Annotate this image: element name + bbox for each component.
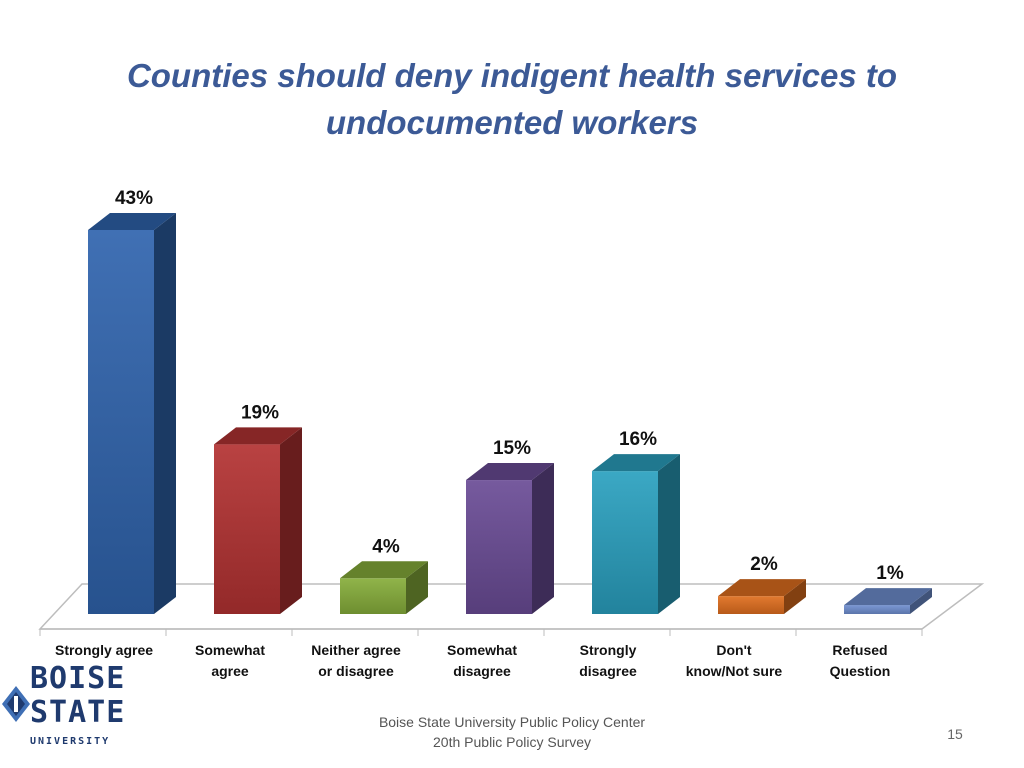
bar-side <box>784 579 806 614</box>
bar-front <box>88 230 154 614</box>
category-label: Somewhat disagree <box>446 642 517 679</box>
data-label: 4% <box>372 536 400 557</box>
category-label: Strongly agree <box>54 642 154 658</box>
data-label: 19% <box>241 402 279 423</box>
footer-line-2: 20th Public Policy Survey <box>433 734 591 750</box>
bar-front <box>844 605 910 614</box>
bar-side <box>532 463 554 614</box>
category-label: Don't know/Not sure <box>685 642 783 679</box>
bar <box>466 463 554 614</box>
category-label: Neither agree or disagree <box>311 642 401 679</box>
bar <box>592 454 680 614</box>
logo-word-boise: BOISE <box>30 661 126 696</box>
title-line-2: undocumented workers <box>325 104 699 141</box>
bar <box>340 561 428 614</box>
bar-side <box>658 454 680 614</box>
bar-top <box>844 588 932 606</box>
bar <box>718 579 806 614</box>
bar-front <box>214 444 280 614</box>
slide-number: 15 <box>947 726 963 742</box>
category-label: Strongly disagree <box>579 642 637 679</box>
data-label: 43% <box>115 188 153 209</box>
bar-front <box>718 596 784 614</box>
bar-front <box>340 578 406 614</box>
boise-state-logo: BOISE STATE UNIVERSITY <box>0 662 124 754</box>
footer-line-1: Boise State University Public Policy Cen… <box>378 714 646 730</box>
logo-word-university: UNIVERSITY <box>30 736 111 747</box>
category-label: Somewhat agree <box>194 642 265 679</box>
category-label: Refused Question <box>829 642 891 679</box>
footer: Boise State University Public Policy Cen… <box>312 712 712 752</box>
bar <box>844 588 932 614</box>
bar-side <box>280 427 302 614</box>
data-label: 16% <box>619 429 657 450</box>
data-label: 15% <box>493 438 531 459</box>
bar-front <box>592 471 658 614</box>
bar-top <box>88 213 176 230</box>
bronco-mark-icon <box>2 686 30 722</box>
bar-side <box>910 588 932 614</box>
bar <box>214 427 302 614</box>
bar-top <box>592 454 680 472</box>
data-label: 2% <box>750 554 778 575</box>
data-label: 1% <box>876 563 904 584</box>
logo-word-state: STATE <box>30 695 126 730</box>
title-line-1: Counties should deny indigent health ser… <box>126 57 898 94</box>
bar <box>88 213 176 614</box>
bar-top <box>466 463 554 481</box>
bar-top <box>214 427 302 445</box>
bar-chart: 43% 19% 4% 15% 16% 2% 1% <box>38 188 985 636</box>
bar-top <box>718 579 806 597</box>
bar-side <box>154 213 176 614</box>
bar-top <box>340 561 428 579</box>
bar-side <box>406 561 428 614</box>
bar-front <box>466 480 532 614</box>
slide-title: Counties should deny indigent health ser… <box>40 52 984 146</box>
